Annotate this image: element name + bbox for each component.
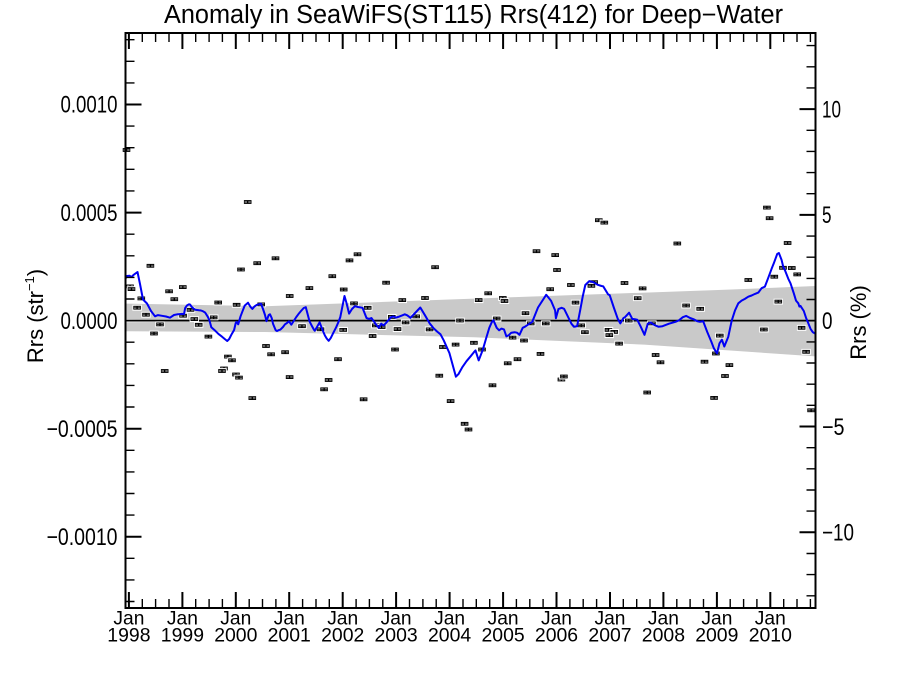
svg-text:Jan: Jan — [701, 608, 732, 630]
svg-text:Jan: Jan — [595, 608, 626, 630]
svg-text:Jan: Jan — [327, 608, 358, 630]
svg-text:−10: −10 — [822, 520, 854, 547]
svg-text:−0.0005: −0.0005 — [47, 416, 118, 443]
svg-text:1998: 1998 — [107, 624, 150, 646]
svg-text:2007: 2007 — [588, 624, 631, 646]
svg-text:Jan: Jan — [488, 608, 519, 630]
svg-text:Jan: Jan — [113, 608, 144, 630]
svg-text:2009: 2009 — [695, 624, 738, 646]
svg-text:Jan: Jan — [167, 608, 198, 630]
svg-text:Jan: Jan — [274, 608, 305, 630]
svg-text:Jan: Jan — [648, 608, 679, 630]
svg-text:2008: 2008 — [642, 624, 685, 646]
svg-text:2002: 2002 — [321, 624, 364, 646]
svg-text:2004: 2004 — [428, 624, 471, 646]
svg-text:2003: 2003 — [375, 624, 418, 646]
svg-text:2006: 2006 — [535, 624, 578, 646]
svg-text:2005: 2005 — [482, 624, 525, 646]
svg-text:1999: 1999 — [161, 624, 204, 646]
svg-text:Jan: Jan — [381, 608, 412, 630]
svg-text:Jan: Jan — [541, 608, 572, 630]
svg-text:Jan: Jan — [434, 608, 465, 630]
svg-text:−0.0010: −0.0010 — [47, 524, 118, 551]
svg-text:−5: −5 — [822, 414, 845, 441]
svg-text:Jan: Jan — [220, 608, 251, 630]
svg-text:0: 0 — [822, 308, 833, 335]
svg-text:Anomaly in SeaWiFS(ST115) Rrs(: Anomaly in SeaWiFS(ST115) Rrs(412) for D… — [164, 1, 783, 29]
svg-text:5: 5 — [822, 202, 832, 229]
svg-text:10: 10 — [822, 96, 841, 123]
svg-text:0.0000: 0.0000 — [61, 308, 118, 335]
svg-text:Rrs (%): Rrs (%) — [846, 285, 871, 360]
svg-text:0.0010: 0.0010 — [61, 92, 118, 119]
svg-text:2010: 2010 — [749, 624, 792, 646]
svg-text:2001: 2001 — [268, 624, 311, 646]
svg-text:2000: 2000 — [214, 624, 257, 646]
svg-text:Jan: Jan — [755, 608, 786, 630]
svg-text:0.0005: 0.0005 — [61, 200, 118, 227]
